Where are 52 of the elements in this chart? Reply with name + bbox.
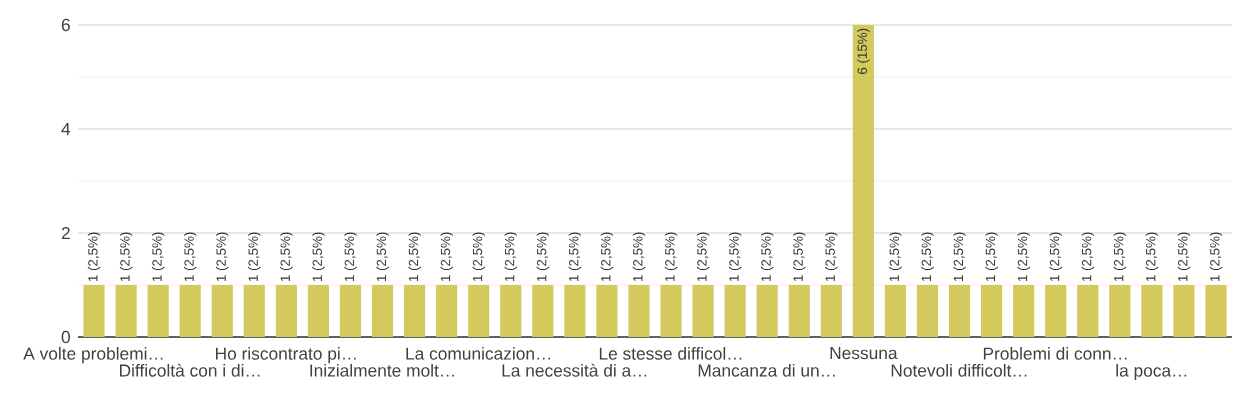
- x-tick-label: Inizialmente molt…: [310, 363, 454, 377]
- data-label: 1 (2,5%): [119, 232, 133, 282]
- data-label: 1 (2,5%): [504, 232, 517, 282]
- x-tick-label: Difficoltà con i di…: [120, 363, 260, 377]
- data-label: 1 (2,5%): [344, 232, 357, 282]
- data-label: 1 (2,5%): [312, 232, 325, 282]
- data-label: 1 (2,5%): [87, 232, 101, 282]
- x-tick-label: La comunicazion…: [406, 347, 550, 360]
- x-tick-label: Le stesse difficol…: [599, 347, 742, 360]
- data-label: 1 (2,5%): [600, 232, 614, 282]
- x-tick-label: Notevoli difficolt…: [891, 363, 1027, 377]
- data-label: 1 (2,5%): [632, 232, 646, 282]
- data-label: 1 (2,5%): [1017, 232, 1030, 282]
- data-label: 1 (2,5%): [1209, 232, 1223, 282]
- data-label: 1 (2,5%): [696, 232, 710, 282]
- x-tick-label: Problemi di conn…: [983, 347, 1127, 360]
- data-label: 1 (2,5%): [825, 232, 838, 282]
- data-label: 1 (2,5%): [985, 232, 998, 282]
- data-label: 1 (2,5%): [248, 232, 261, 282]
- data-label: 1 (2,5%): [921, 232, 934, 282]
- data-label: 1 (2,5%): [151, 232, 165, 282]
- x-tick-label: A volte problemi…: [23, 347, 163, 364]
- x-tick-label: la poca…: [1116, 363, 1187, 381]
- data-label: 1 (2,5%): [1145, 232, 1159, 282]
- x-tick-label: Ho riscontrato pi…: [216, 347, 356, 364]
- data-label: 1 (2,5%): [1113, 232, 1127, 282]
- y-tick-label: 2: [61, 226, 70, 240]
- data-label: 1 (2,5%): [568, 232, 582, 282]
- data-label: 1 (2,5%): [1049, 232, 1062, 282]
- data-label: 6 (15%): [857, 28, 870, 74]
- y-tick-label: 4: [61, 123, 71, 135]
- y-tick-label: 0: [61, 330, 70, 344]
- data-label: 1 (2,5%): [408, 232, 421, 282]
- data-label: 1 (2,5%): [183, 232, 197, 282]
- data-label: 1 (2,5%): [1081, 232, 1094, 282]
- data-label: 1 (2,5%): [793, 232, 806, 282]
- data-label: 1 (2,5%): [472, 232, 485, 282]
- y-tick-label: 6: [61, 18, 70, 32]
- data-label: 1 (2,5%): [376, 232, 389, 282]
- data-label: 1 (2,5%): [760, 232, 774, 282]
- data-label: 1 (2,5%): [536, 232, 550, 282]
- data-label: 1 (2,5%): [216, 232, 229, 282]
- data-label: 1 (2,5%): [953, 232, 966, 282]
- data-label: 1 (2,5%): [889, 232, 902, 282]
- x-tick-label: Mancanza di un…: [698, 363, 835, 377]
- data-label: 1 (2,5%): [664, 232, 678, 282]
- x-tick-label: La necessità di a…: [502, 363, 647, 377]
- data-label: 1 (2,5%): [1177, 232, 1191, 282]
- data-label: 1 (2,5%): [280, 232, 293, 282]
- data-label: 1 (2,5%): [440, 232, 453, 282]
- data-label: 1 (2,5%): [728, 232, 742, 282]
- x-tick-label: Nessuna: [830, 347, 898, 360]
